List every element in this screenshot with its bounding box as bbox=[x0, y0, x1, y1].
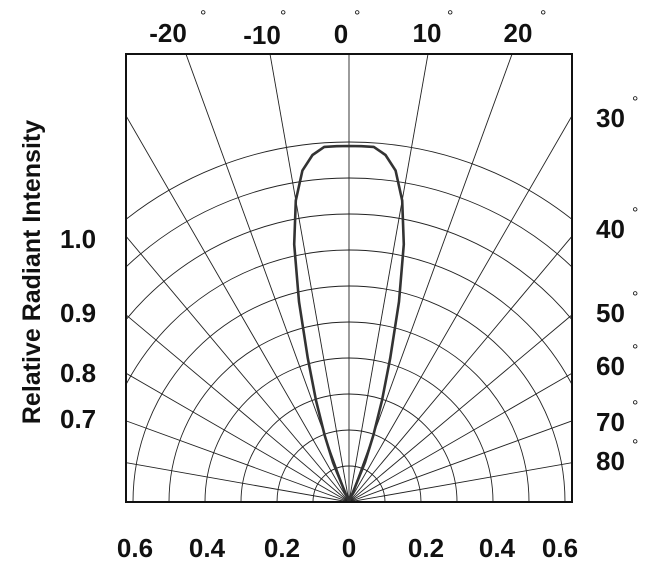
degree-symbol: ° bbox=[447, 8, 453, 25]
grid-spoke bbox=[348, 420, 572, 502]
top-angle-label: 10 bbox=[413, 18, 442, 48]
grid-spoke bbox=[185, 54, 350, 502]
grid-spoke bbox=[126, 314, 350, 502]
degree-symbol: ° bbox=[632, 342, 638, 359]
bottom-labels: 0.6 0.4 0.2 0 0.2 0.4 0.6 bbox=[117, 533, 578, 562]
grid-ring bbox=[126, 177, 572, 268]
grid-spoke bbox=[348, 372, 572, 502]
right-angle-label: 70 bbox=[596, 407, 625, 437]
bottom-tick-label: 0 bbox=[342, 533, 356, 562]
grid-spoke bbox=[348, 114, 572, 502]
grid-spoke bbox=[348, 235, 572, 502]
top-angle-label: 0 bbox=[334, 19, 348, 49]
degree-symbol: ° bbox=[200, 8, 206, 25]
top-angle-labels: -20 ° -10 ° 0 ° 10 ° 20 ° bbox=[149, 8, 546, 50]
bottom-tick-label: 0.4 bbox=[189, 533, 226, 562]
grid-spoke bbox=[126, 372, 350, 502]
right-angle-label: 40 bbox=[596, 214, 625, 244]
plot-frame bbox=[125, 53, 573, 503]
grid-spoke bbox=[126, 462, 350, 502]
bottom-tick-label: 0.2 bbox=[264, 533, 300, 562]
degree-symbol: ° bbox=[540, 8, 546, 25]
intensity-label: 0.7 bbox=[60, 404, 96, 434]
y-axis-label: Relative Radiant Intensity bbox=[18, 120, 46, 424]
degree-symbol: ° bbox=[632, 289, 638, 306]
grid-spoke bbox=[269, 54, 350, 502]
radiation-pattern-curve bbox=[292, 144, 406, 503]
grid-spoke bbox=[348, 54, 513, 502]
right-angle-labels: 30 ° 40 ° 50 ° 60 ° 70 ° 80 ° bbox=[596, 94, 638, 476]
degree-symbol: ° bbox=[632, 437, 638, 454]
grid-spoke bbox=[126, 114, 350, 502]
top-angle-label: -10 bbox=[243, 20, 281, 50]
intensity-label: 1.0 bbox=[60, 224, 96, 254]
grid-spoke bbox=[348, 54, 429, 502]
degree-symbol: ° bbox=[632, 398, 638, 415]
bottom-tick-label: 0.6 bbox=[542, 533, 578, 562]
top-angle-label: -20 bbox=[149, 18, 187, 48]
grid-spoke bbox=[348, 314, 572, 502]
polar-grid bbox=[126, 54, 572, 502]
grid-spoke bbox=[126, 420, 350, 502]
degree-symbol: ° bbox=[280, 8, 286, 25]
intensity-label: 0.9 bbox=[60, 298, 96, 328]
bottom-tick-label: 0.4 bbox=[479, 533, 516, 562]
grid-spoke bbox=[348, 462, 572, 502]
right-angle-label: 80 bbox=[596, 446, 625, 476]
right-angle-label: 60 bbox=[596, 351, 625, 381]
intensity-label: 0.8 bbox=[60, 358, 96, 388]
bottom-tick-label: 0.6 bbox=[117, 533, 153, 562]
top-angle-label: 20 bbox=[504, 18, 533, 48]
degree-symbol: ° bbox=[354, 8, 360, 25]
left-intensity-labels: 1.0 0.9 0.8 0.7 bbox=[60, 224, 96, 434]
grid-spoke bbox=[126, 235, 350, 502]
right-angle-label: 50 bbox=[596, 298, 625, 328]
right-angle-label: 30 bbox=[596, 103, 625, 133]
degree-symbol: ° bbox=[632, 205, 638, 222]
bottom-tick-label: 0.2 bbox=[408, 533, 444, 562]
degree-symbol: ° bbox=[632, 94, 638, 111]
pattern-curve-group bbox=[292, 144, 406, 503]
